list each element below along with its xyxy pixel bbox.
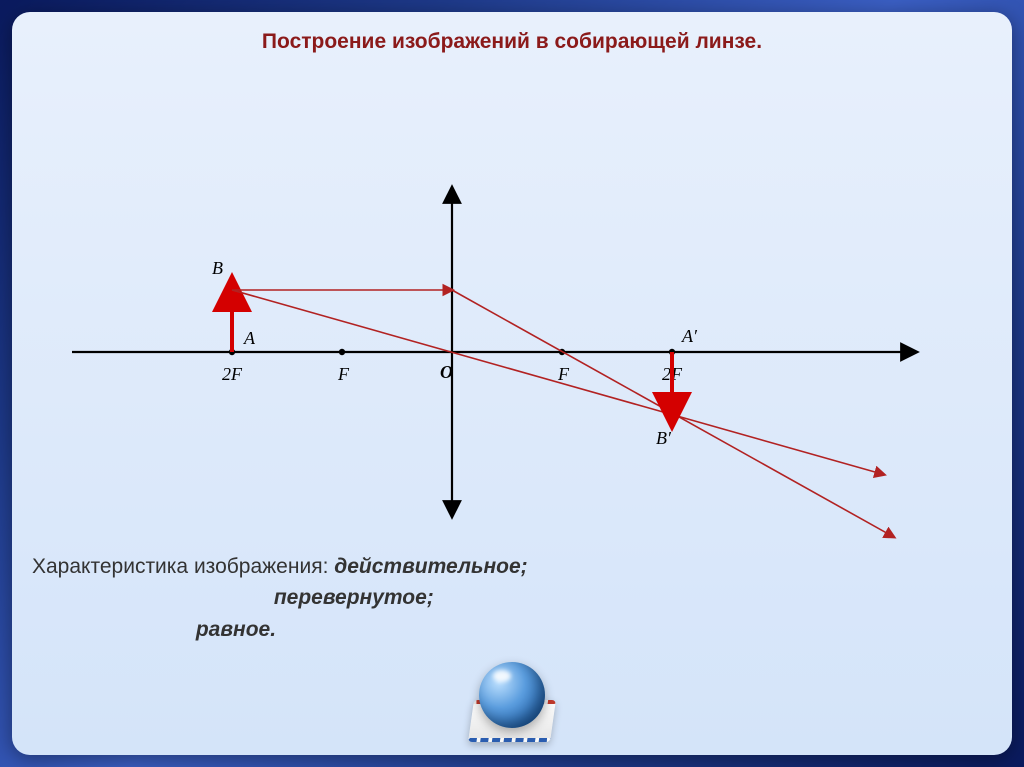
image-characteristics: Характеристика изображения: действительн… (32, 551, 528, 646)
slide-frame: Построение изображений в собирающей линз… (0, 0, 1024, 767)
caption-lead: Характеристика изображения: (32, 555, 334, 578)
caption-v2: перевернутое; (274, 586, 434, 609)
label-B: B (212, 258, 223, 278)
label-2F-left: 2F (222, 364, 243, 384)
label-A-prime: A′ (681, 326, 698, 346)
caption-v3: равное. (196, 618, 276, 641)
slide-card: Построение изображений в собирающей линз… (12, 12, 1012, 755)
label-A: A (243, 328, 256, 348)
caption-v1: действительное; (334, 555, 527, 578)
label-F-right: F (557, 364, 570, 384)
ray-parallel-seg2 (452, 290, 892, 536)
ray-through-center (232, 290, 882, 474)
label-B-prime: B′ (656, 428, 672, 448)
point-F-left (339, 349, 345, 355)
label-F-left: F (337, 364, 350, 384)
label-O: O (440, 362, 453, 382)
